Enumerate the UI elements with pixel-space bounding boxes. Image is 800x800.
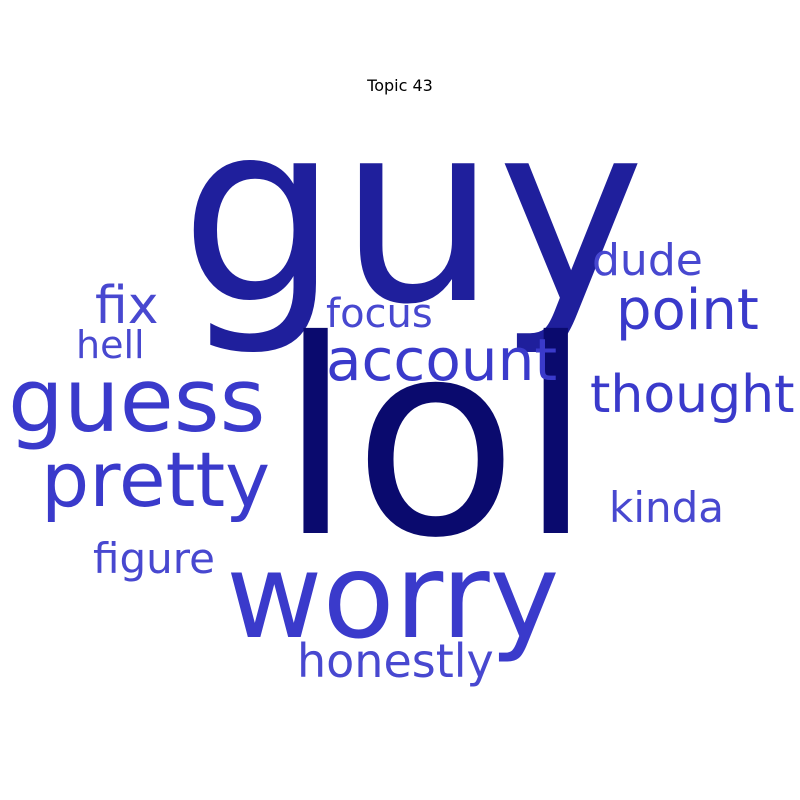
word-thought: thought	[590, 365, 795, 425]
word-fix: fix	[95, 276, 159, 336]
word-kinda: kinda	[609, 483, 725, 532]
word-guy: guy	[180, 68, 646, 359]
word-focus: focus	[326, 291, 433, 337]
word-pretty: pretty	[41, 435, 271, 524]
word-point: point	[616, 278, 759, 343]
word-guess: guess	[8, 349, 266, 452]
word-honestly: honestly	[297, 634, 494, 688]
word-dude: dude	[592, 235, 703, 286]
word-figure: figure	[93, 534, 215, 583]
word-account: account	[326, 326, 558, 394]
word-hell: hell	[76, 323, 145, 367]
word-lol: lol	[278, 282, 594, 597]
chart-title: Topic 43	[367, 76, 433, 95]
word-worry: worry	[226, 527, 560, 665]
